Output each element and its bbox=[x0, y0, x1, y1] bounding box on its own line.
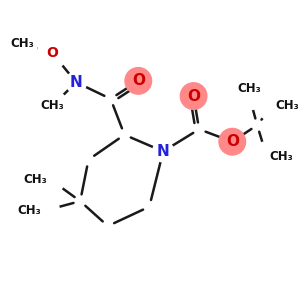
Text: CH₃: CH₃ bbox=[275, 99, 299, 112]
Circle shape bbox=[7, 28, 37, 59]
Circle shape bbox=[29, 196, 59, 226]
Text: CH₃: CH₃ bbox=[10, 37, 34, 50]
Text: CH₃: CH₃ bbox=[23, 172, 47, 185]
Text: CH₃: CH₃ bbox=[237, 82, 261, 95]
Circle shape bbox=[34, 164, 65, 194]
Text: N: N bbox=[70, 75, 83, 90]
Circle shape bbox=[257, 91, 288, 121]
Circle shape bbox=[153, 141, 174, 162]
Circle shape bbox=[37, 91, 68, 121]
Circle shape bbox=[65, 72, 87, 93]
Circle shape bbox=[37, 38, 68, 68]
Circle shape bbox=[219, 128, 246, 155]
Text: O: O bbox=[187, 88, 200, 104]
Circle shape bbox=[234, 80, 264, 110]
Circle shape bbox=[252, 142, 282, 172]
Circle shape bbox=[180, 83, 207, 109]
Text: O: O bbox=[46, 46, 58, 60]
Text: CH₃: CH₃ bbox=[18, 204, 41, 217]
Circle shape bbox=[125, 68, 152, 94]
Text: CH₃: CH₃ bbox=[270, 150, 293, 164]
Text: CH₃: CH₃ bbox=[41, 99, 64, 112]
Text: O: O bbox=[226, 134, 239, 149]
Text: O: O bbox=[132, 74, 145, 88]
Text: N: N bbox=[157, 144, 169, 159]
